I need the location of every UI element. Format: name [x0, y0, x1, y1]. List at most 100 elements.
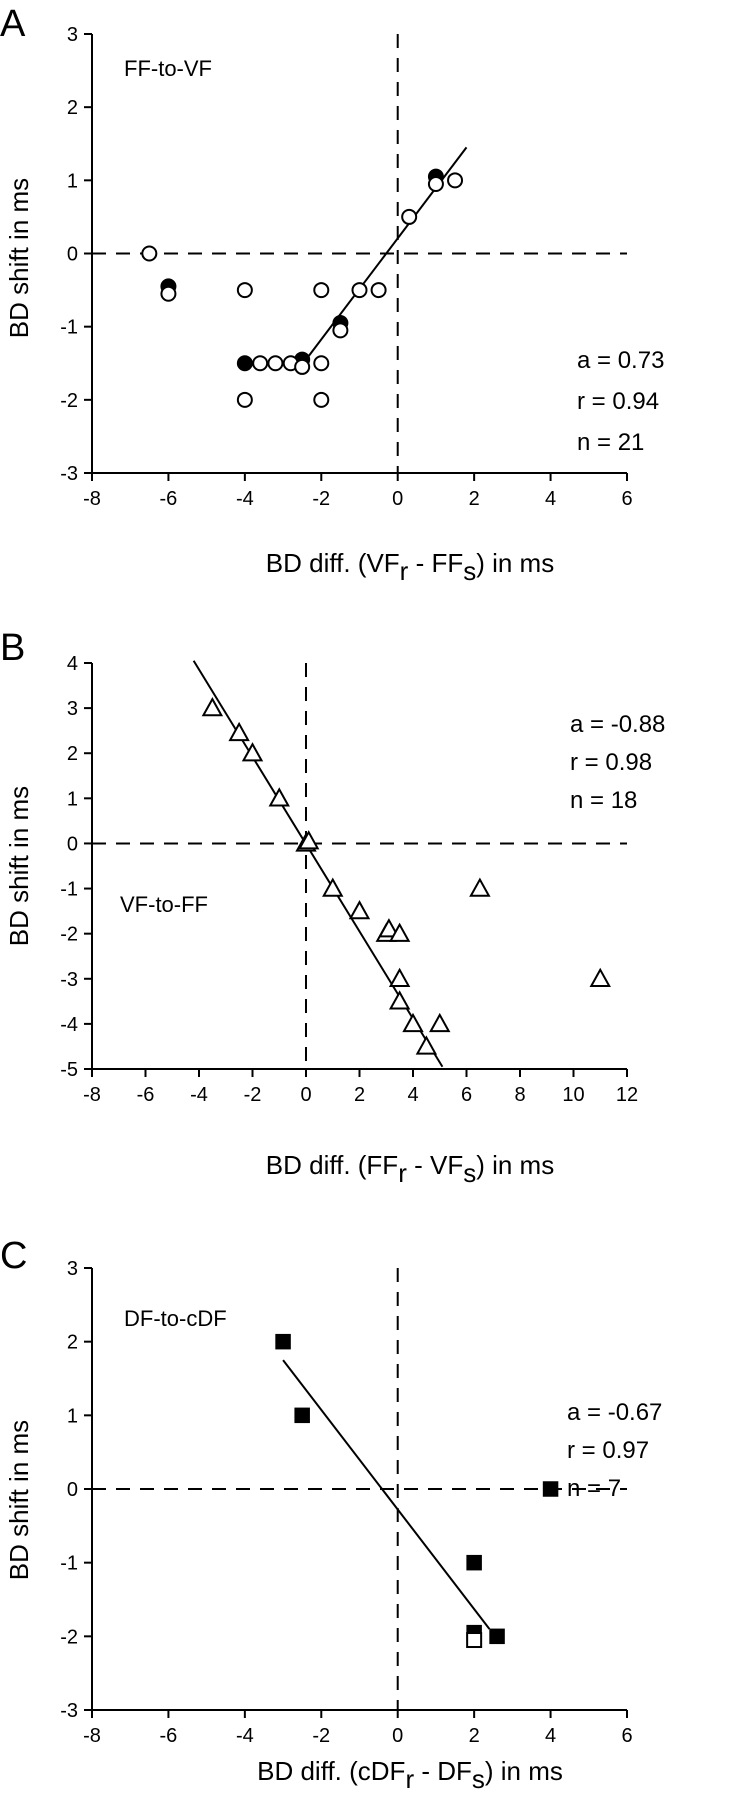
panel-c-xlabel: BD diff. (cDFr - DFs) in ms [257, 1756, 563, 1794]
panel-b-point-open-triangle [415, 1035, 438, 1055]
panel-c-point-open-square [466, 1632, 483, 1649]
panel-b-y-tick-label: -1 [60, 879, 78, 901]
panel-a-point-open-circle [141, 245, 158, 262]
panel-c-x-tick-label: 4 [545, 1725, 556, 1747]
panel-a-y-tick-label: 1 [67, 170, 78, 192]
panel-b-point-open-triangle [268, 787, 290, 807]
panel-a-point-open-circle [252, 355, 269, 372]
panel-b-point-open-triangle [201, 697, 224, 717]
panel-a-x-tick-label: 0 [392, 488, 403, 510]
panel-b-point-open-triangle [388, 990, 411, 1010]
panel-a-xlabel-mid: - FF [408, 548, 463, 578]
panel-a-y-tick-label: -3 [60, 463, 78, 485]
panel-b-xlabel-main: BD diff. (FF [266, 1150, 398, 1180]
panel-a-y-tick-label: 2 [67, 97, 78, 119]
panel-a-xlabel: BD diff. (VFr - FFs) in ms [266, 548, 554, 586]
panel-a-point-open-circle [160, 285, 177, 302]
panel-a-point-open-circle [294, 358, 311, 375]
panel-c-fit-line [282, 1359, 491, 1630]
panel-a-plot: -3 -2 -1 0 1 2 3 -8 -6 -4 -2 0 2 4 6 [60, 24, 632, 510]
panel-b-x-tick-label: 6 [461, 1084, 472, 1106]
panel-a-stat-n: n = 21 [577, 429, 644, 456]
panel-a-point-open-circle [313, 355, 330, 372]
panel-b-y-tick-label: 2 [67, 743, 78, 765]
panel-a-x-tick-label: -2 [312, 488, 330, 510]
panel-a-point-open-circle [267, 355, 284, 372]
panel-c-x-tick-label: 2 [469, 1725, 480, 1747]
panel-b-y-tick-label: -3 [60, 969, 78, 991]
panel-c-x-tick-label: -4 [236, 1725, 254, 1747]
panel-a-point-open-circle [401, 208, 418, 225]
panel-a-point-open-circle [236, 391, 253, 408]
panel-c-y-tick-label: -2 [60, 1626, 78, 1648]
panel-c-y-tick-label: 2 [67, 1332, 78, 1354]
panel-a-point-open-circle [370, 282, 387, 299]
panel-b-x-tick-label: 0 [300, 1084, 311, 1106]
panel-a-point-open-circle [236, 282, 253, 299]
panel-a-x-tick-label: -8 [83, 488, 101, 510]
panel-a-xlabel-main: BD diff. (VF [266, 548, 400, 578]
panel-c-stat-n: n = 7 [567, 1475, 621, 1502]
panel-a-label: A [0, 3, 26, 45]
panel-b-point-open-triangle [388, 967, 411, 987]
panel-a-xlabel-sub1: r [400, 556, 409, 586]
panel-b-stat-n: n = 18 [570, 787, 637, 814]
panel-c-point-filled-square [275, 1333, 291, 1350]
panel-a-point-open-circle [313, 391, 330, 408]
panel-b-stat-r: r = 0.98 [570, 749, 652, 776]
panel-a-ylabel: BD shift in ms [4, 178, 34, 338]
panel-b-stat-a: a = -0.88 [570, 711, 665, 738]
panel-b-x-tick-label: 8 [514, 1084, 525, 1106]
panel-b-xlabel-sub1: r [398, 1158, 407, 1188]
panel-c-stat-a: a = -0.67 [567, 1399, 662, 1426]
panel-b-y-tick-label: -2 [60, 924, 78, 946]
panel-c-ylabel: BD shift in ms [4, 1420, 34, 1580]
panel-b-point-open-triangle [297, 830, 320, 850]
panel-a-xlabel-end: ) in ms [476, 548, 554, 578]
panel-c-label: C [0, 1235, 27, 1277]
panel-b-x-tick-label: -6 [137, 1084, 155, 1106]
panel-b-y-tick-label: 1 [67, 788, 78, 810]
panel-a-y-tick-label: -1 [60, 317, 78, 339]
panel-b-xlabel-sub2: s [463, 1158, 476, 1188]
panel-a-x-tick-label: 2 [469, 488, 480, 510]
panel-a-xlabel-sub2: s [463, 556, 476, 586]
panel-c-point-filled-square [466, 1554, 482, 1571]
panel-b-x-tick-label: 2 [354, 1084, 365, 1106]
panel-a-x-tick-label: 4 [545, 488, 556, 510]
panel-b-xlabel-mid: - VF [407, 1150, 463, 1180]
panel-a-x-tick-label: -6 [160, 488, 178, 510]
panel-c-condition-label: DF-to-cDF [124, 1306, 227, 1331]
panel-a-point-open-circle [351, 282, 368, 299]
panel-a-stat-r: r = 0.94 [577, 388, 659, 415]
panel-c-xlabel-main: BD diff. (cDF [257, 1756, 405, 1786]
panel-a-point-open-circle [332, 322, 349, 339]
panel-a-y-tick-label: -2 [60, 390, 78, 412]
panel-a-stat-a: a = 0.73 [577, 347, 664, 374]
panel-b-xlabel: BD diff. (FFr - VFs) in ms [266, 1150, 554, 1188]
panel-c-y-tick-label: 0 [67, 1479, 78, 1501]
panel-a-x-tick-label: 6 [621, 488, 632, 510]
panel-b-y-tick-label: -4 [60, 1014, 78, 1036]
panel-c-xlabel-end: ) in ms [485, 1756, 563, 1786]
panel-b-point-open-triangle [429, 1012, 451, 1033]
panel-a-point-open-circle [447, 172, 464, 189]
panel-c-stat-r: r = 0.97 [567, 1437, 649, 1464]
panel-c-plot: -3 -2 -1 0 1 2 3 -8 -6 -4 -2 0 2 4 6 [60, 1258, 632, 1747]
panel-a-y-tick-label: 3 [67, 24, 78, 46]
panel-b-ylabel: BD shift in ms [4, 786, 34, 946]
panel-b-xlabel-end: ) in ms [476, 1150, 554, 1180]
panel-a-x-tick-label: -4 [236, 488, 254, 510]
panel-b-point-open-triangle [378, 918, 400, 938]
panel-b-x-tick-label: -2 [244, 1084, 262, 1106]
panel-c-x-tick-label: -8 [83, 1725, 101, 1747]
panel-b-point-open-triangle [469, 877, 491, 897]
panel-b-point-open-triangle [241, 742, 264, 762]
panel-b-x-tick-label: 12 [616, 1084, 638, 1106]
panel-c-xlabel-mid: - DF [414, 1756, 472, 1786]
